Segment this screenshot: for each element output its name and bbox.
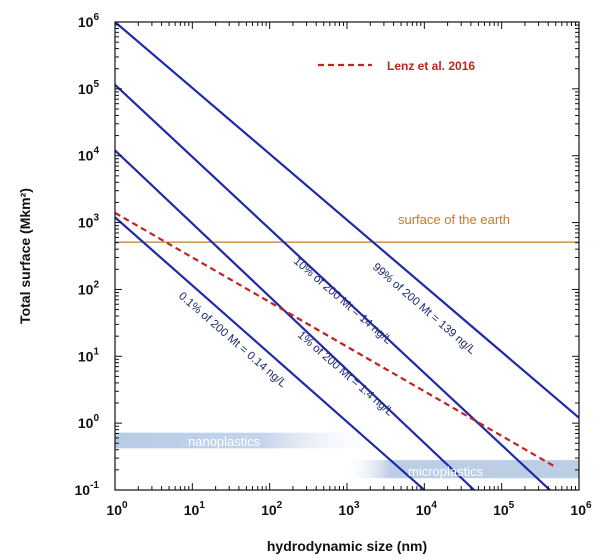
x-tick-exponent: 3 — [354, 500, 360, 511]
x-tick-label: 106 — [570, 500, 592, 518]
x-tick-label: 100 — [106, 500, 128, 518]
x-tick-exponent: 1 — [199, 500, 205, 511]
x-tick-base: 10 — [416, 502, 432, 518]
y-tick-base: 10 — [78, 415, 94, 431]
x-tick-labels: 100 101 102 103 104 105 106 — [106, 500, 592, 518]
y-tick-exponent: 1 — [93, 346, 99, 357]
x-tick-label: 104 — [416, 500, 438, 518]
y-tick-base: 10 — [78, 281, 94, 297]
x-axis-title: hydrodynamic size (nm) — [267, 538, 427, 554]
y-tick-label: 103 — [78, 213, 100, 231]
y-tick-base: 10 — [78, 14, 94, 30]
x-tick-label: 102 — [261, 500, 283, 518]
y-tick-exponent: -1 — [90, 480, 99, 491]
nanoplastics-band — [115, 432, 384, 449]
series-layer — [115, 22, 579, 490]
series-line-99-percent — [115, 22, 579, 419]
series-line-10-percent — [115, 83, 551, 490]
x-tick-label: 105 — [493, 500, 515, 518]
axis-ticks — [114, 21, 580, 491]
x-tick-exponent: 0 — [122, 500, 128, 511]
y-tick-label: 106 — [78, 12, 100, 30]
y-tick-base: 10 — [78, 81, 94, 97]
series-line-lenz-2016 — [115, 211, 557, 469]
y-tick-label: 105 — [78, 79, 100, 97]
y-axis-title: Total surface (Mkm²) — [17, 188, 33, 324]
microplastics-label: microplastics — [408, 464, 484, 479]
series-line-0-1-percent — [115, 216, 426, 490]
x-tick-base: 10 — [184, 502, 200, 518]
y-tick-label: 10-1 — [75, 480, 100, 498]
legend-label-lenz-2016: Lenz et al. 2016 — [387, 59, 475, 73]
x-tick-exponent: 4 — [431, 500, 437, 511]
y-tick-label: 101 — [78, 346, 100, 364]
x-tick-label: 101 — [184, 500, 206, 518]
series-line-1-percent — [115, 149, 475, 490]
x-tick-base: 10 — [261, 502, 277, 518]
surface-of-earth-label: surface of the earth — [398, 212, 510, 227]
y-tick-base: 10 — [78, 215, 94, 231]
y-tick-base: 10 — [78, 348, 94, 364]
bands-layer — [115, 432, 579, 479]
y-tick-base: 10 — [75, 482, 91, 498]
series-label-0-1-percent: 0.1% of 200 Mt = 0.14 ng/L — [176, 290, 289, 390]
y-tick-exponent: 6 — [93, 12, 99, 23]
plot-frame — [114, 21, 580, 491]
x-tick-base: 10 — [493, 502, 509, 518]
y-tick-label: 100 — [78, 413, 100, 431]
microplastics-band — [343, 460, 579, 479]
y-tick-exponent: 2 — [93, 279, 99, 290]
series-label-1-percent: 1% of 200 Mt = 1.4 ng/L — [295, 329, 396, 419]
y-tick-label: 102 — [78, 279, 100, 297]
y-tick-exponent: 4 — [93, 146, 99, 157]
x-tick-base: 10 — [570, 502, 586, 518]
x-tick-base: 10 — [106, 502, 122, 518]
x-tick-exponent: 6 — [586, 500, 592, 511]
y-tick-exponent: 5 — [93, 79, 99, 90]
x-tick-base: 10 — [338, 502, 354, 518]
y-tick-base: 10 — [78, 148, 94, 164]
x-tick-label: 103 — [338, 500, 360, 518]
legend: Lenz et al. 2016 — [318, 59, 475, 73]
y-tick-exponent: 0 — [93, 413, 99, 424]
x-tick-exponent: 5 — [509, 500, 515, 511]
nanoplastics-label: nanoplastics — [188, 434, 261, 449]
x-tick-exponent: 2 — [277, 500, 283, 511]
y-tick-exponent: 3 — [93, 213, 99, 224]
y-tick-label: 104 — [78, 146, 100, 164]
